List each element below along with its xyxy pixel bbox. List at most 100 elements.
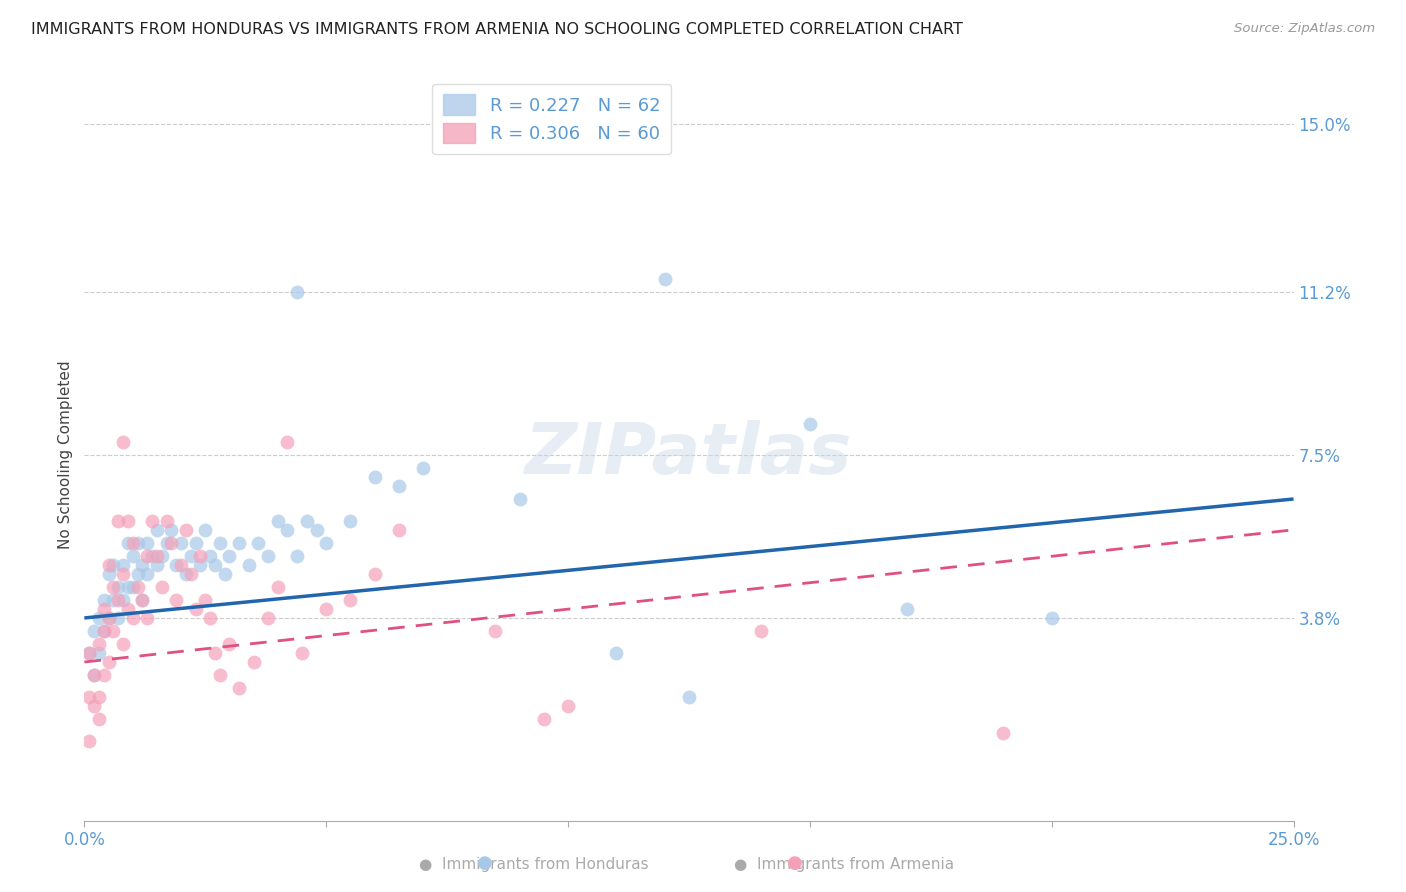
- Point: [751, 624, 773, 639]
- Point: [509, 491, 531, 506]
- Point: [218, 549, 240, 564]
- Text: Source: ZipAtlas.com: Source: ZipAtlas.com: [1234, 22, 1375, 36]
- Point: [363, 470, 385, 484]
- Point: [799, 417, 821, 431]
- Point: [174, 566, 197, 581]
- Point: [208, 668, 231, 682]
- Point: [198, 549, 221, 564]
- Point: [107, 580, 129, 594]
- Point: [83, 668, 105, 682]
- Point: [484, 624, 506, 639]
- Point: [170, 558, 193, 572]
- Point: [93, 668, 115, 682]
- Point: [315, 602, 337, 616]
- Point: [131, 593, 153, 607]
- Point: [184, 536, 207, 550]
- Point: [285, 285, 308, 299]
- Point: [180, 566, 202, 581]
- Point: [218, 637, 240, 651]
- Point: [654, 271, 676, 285]
- Point: [146, 558, 169, 572]
- Point: [257, 549, 280, 564]
- Point: [170, 536, 193, 550]
- Point: [117, 536, 139, 550]
- Point: [388, 479, 411, 493]
- Point: [204, 558, 226, 572]
- Point: [131, 558, 153, 572]
- Point: [117, 580, 139, 594]
- Point: [77, 734, 100, 748]
- Point: [214, 566, 236, 581]
- Point: [136, 549, 159, 564]
- Point: [136, 536, 159, 550]
- Point: [87, 690, 110, 705]
- Text: ●: ●: [477, 855, 494, 872]
- Point: [107, 593, 129, 607]
- Point: [242, 655, 264, 669]
- Point: [112, 558, 135, 572]
- Point: [363, 566, 385, 581]
- Point: [204, 646, 226, 660]
- Point: [276, 434, 298, 449]
- Point: [339, 593, 361, 607]
- Point: [190, 558, 212, 572]
- Point: [136, 566, 159, 581]
- Point: [165, 593, 187, 607]
- Point: [238, 558, 260, 572]
- Point: [83, 668, 105, 682]
- Point: [174, 523, 197, 537]
- Point: [339, 514, 361, 528]
- Point: [131, 593, 153, 607]
- Point: [257, 611, 280, 625]
- Point: [993, 725, 1015, 739]
- Point: [412, 461, 434, 475]
- Point: [155, 514, 177, 528]
- Point: [194, 593, 217, 607]
- Point: [165, 558, 187, 572]
- Point: [1040, 611, 1063, 625]
- Point: [127, 536, 149, 550]
- Point: [150, 580, 173, 594]
- Point: [295, 514, 318, 528]
- Point: [267, 580, 290, 594]
- Point: [208, 536, 231, 550]
- Point: [155, 536, 177, 550]
- Point: [97, 611, 120, 625]
- Point: [228, 681, 250, 696]
- Point: [87, 611, 110, 625]
- Point: [194, 523, 217, 537]
- Point: [305, 523, 328, 537]
- Point: [97, 558, 120, 572]
- Point: [150, 549, 173, 564]
- Point: [83, 624, 105, 639]
- Point: [160, 523, 183, 537]
- Point: [146, 523, 169, 537]
- Point: [127, 566, 149, 581]
- Text: ●  Immigrants from Armenia: ● Immigrants from Armenia: [734, 857, 953, 872]
- Point: [247, 536, 270, 550]
- Point: [103, 593, 125, 607]
- Point: [127, 580, 149, 594]
- Point: [112, 434, 135, 449]
- Point: [77, 646, 100, 660]
- Point: [112, 637, 135, 651]
- Point: [93, 624, 115, 639]
- Point: [228, 536, 250, 550]
- Point: [141, 549, 163, 564]
- Point: [93, 624, 115, 639]
- Point: [291, 646, 314, 660]
- Point: [896, 602, 918, 616]
- Point: [141, 514, 163, 528]
- Point: [605, 646, 627, 660]
- Point: [190, 549, 212, 564]
- Point: [388, 523, 411, 537]
- Point: [77, 646, 100, 660]
- Point: [107, 611, 129, 625]
- Legend: R = 0.227   N = 62, R = 0.306   N = 60: R = 0.227 N = 62, R = 0.306 N = 60: [432, 84, 671, 154]
- Point: [112, 566, 135, 581]
- Point: [557, 699, 579, 714]
- Text: ●: ●: [786, 855, 803, 872]
- Point: [315, 536, 337, 550]
- Point: [121, 549, 143, 564]
- Y-axis label: No Schooling Completed: No Schooling Completed: [58, 360, 73, 549]
